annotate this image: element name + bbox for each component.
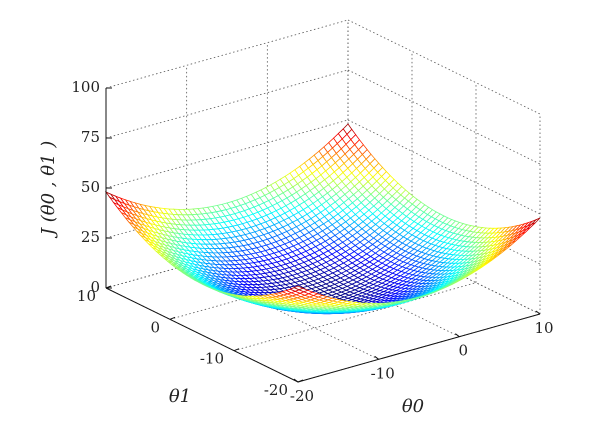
- z-axis-label: J (θ0 , θ1 ): [38, 141, 59, 239]
- y-tick-mark: [105, 285, 112, 289]
- y-tick-label: 10: [77, 287, 96, 305]
- y-tick-mark: [169, 316, 176, 320]
- z-tick-label: 0: [90, 278, 100, 296]
- z-tick-label: 75: [81, 128, 100, 146]
- axes: [105, 87, 541, 383]
- y-axis-label: θ1: [169, 386, 191, 407]
- x-axis-label: θ0: [402, 396, 424, 417]
- grid-line: [105, 69, 349, 139]
- y-axis-line: [105, 287, 299, 383]
- grid-line: [105, 119, 349, 189]
- z-tick-label: 100: [71, 78, 100, 96]
- surface-mesh: [104, 123, 541, 315]
- y-tick-mark: [297, 379, 304, 383]
- z-tick-label: 25: [81, 228, 100, 246]
- grid-line: [347, 69, 541, 165]
- grid-line: [233, 282, 477, 352]
- x-tick-label: 0: [459, 342, 469, 360]
- grid-line: [105, 19, 349, 89]
- z-tick-label: 50: [81, 178, 100, 196]
- x-tick-mark: [535, 310, 541, 315]
- x-tick-mark: [293, 378, 299, 383]
- y-tick-label: -20: [264, 381, 288, 399]
- y-tick-label: 0: [150, 318, 160, 336]
- y-tick-mark: [233, 348, 240, 352]
- x-tick-label: 10: [534, 319, 553, 337]
- x-axis-line: [297, 313, 541, 383]
- x-tick-mark: [374, 355, 379, 360]
- x-tick-label: -20: [290, 387, 314, 405]
- grid-line: [347, 19, 541, 115]
- x-tick-mark: [455, 333, 460, 338]
- surface-cell: [293, 285, 304, 291]
- y-tick-label: -10: [200, 350, 224, 368]
- x-tick-label: -10: [371, 364, 395, 382]
